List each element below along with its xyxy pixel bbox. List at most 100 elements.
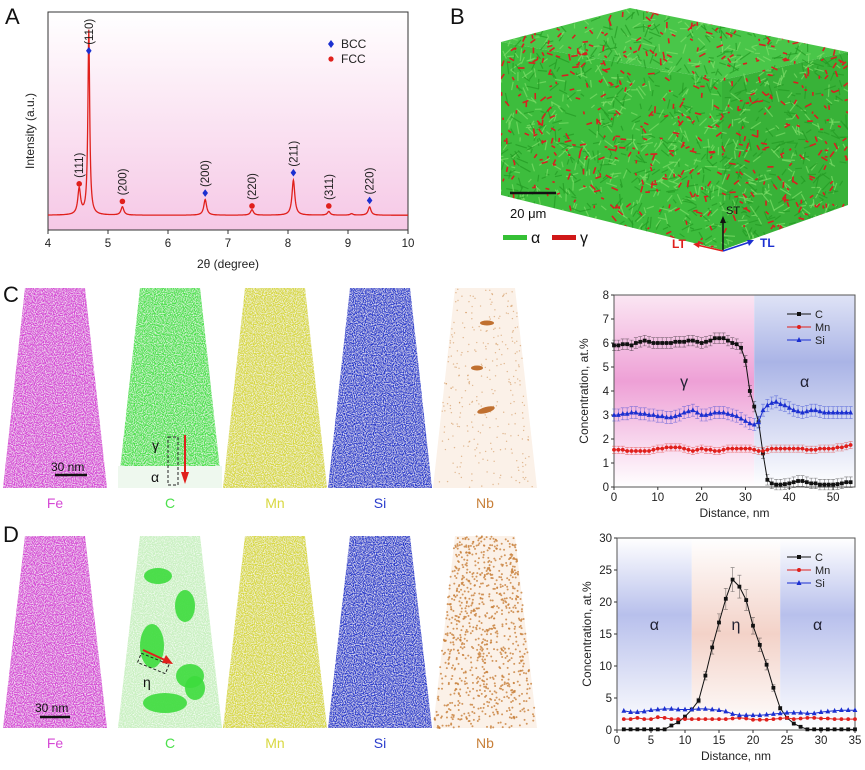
nb-atom (464, 677, 467, 680)
data-point (717, 620, 721, 625)
nb-atom (449, 407, 452, 410)
alpha-lath (508, 170, 512, 179)
nb-atom (490, 706, 493, 709)
alpha-lath (644, 216, 650, 230)
alpha-lath (721, 131, 727, 134)
alpha-lath (814, 241, 819, 250)
gamma-grain (562, 20, 565, 25)
alpha-lath (504, 20, 510, 31)
nb-atom (525, 679, 528, 682)
nb-atom (494, 309, 496, 311)
alpha-lath (594, 228, 608, 232)
nb-atom (471, 725, 474, 728)
nb-atom (499, 477, 501, 479)
gamma-grain (785, 123, 791, 126)
nb-atom (500, 573, 503, 576)
gamma-grain (619, 146, 626, 149)
alpha-lath (723, 55, 737, 61)
alpha-lath (663, 17, 670, 22)
gamma-grain (804, 103, 812, 108)
gamma-grain (738, 171, 744, 176)
alpha-lath (499, 254, 500, 261)
alpha-lath (815, 10, 824, 16)
alpha-lath (596, 233, 600, 239)
gamma-grain (577, 51, 582, 56)
x-tick-label: 25 (781, 735, 794, 747)
gamma-grain (635, 236, 638, 240)
data-point (696, 717, 701, 722)
alpha-lath (516, 121, 520, 135)
nb-atom (448, 618, 451, 621)
data-point (638, 449, 643, 453)
alpha-lath (693, 158, 698, 165)
alpha-lath (636, 57, 642, 65)
nb-atom (495, 708, 498, 711)
alpha-lath (822, 221, 830, 224)
gamma-grain (697, 240, 704, 245)
nb-atom (476, 399, 478, 402)
data-point (751, 623, 755, 628)
phase-label-eta: η (143, 674, 151, 690)
alpha-lath (511, 184, 515, 193)
nb-atom (515, 360, 517, 362)
nb-atom (459, 416, 461, 418)
gamma-grain (804, 27, 810, 31)
nb-atom (444, 661, 447, 664)
gamma-grain (557, 218, 561, 222)
data-point (756, 419, 761, 425)
alpha-lath (661, 168, 669, 174)
alpha-lath (554, 58, 558, 70)
nb-atom (471, 479, 473, 482)
alpha-lath (821, 181, 831, 191)
alpha-lath (510, 128, 515, 136)
nb-atom (519, 655, 522, 658)
nb-atom (475, 677, 478, 680)
data-point (673, 445, 678, 450)
apt-tip-fe (3, 288, 107, 488)
alpha-lath (769, 12, 775, 16)
alpha-lath (683, 64, 690, 74)
alpha-lath (536, 124, 543, 131)
alpha-lath (730, 97, 741, 102)
nb-atom (503, 634, 506, 637)
alpha-lath (676, 194, 683, 205)
nb-atom (511, 340, 514, 342)
gamma-grain (756, 144, 761, 151)
alpha-lath (686, 31, 694, 38)
nb-atom (499, 474, 502, 477)
data-point (811, 710, 817, 716)
nb-atom (482, 342, 485, 344)
alpha-lath (836, 64, 841, 69)
gamma-grain (639, 8, 647, 9)
gamma-grain (680, 169, 685, 176)
x-tick-label: 20 (695, 492, 708, 504)
alpha-lath (631, 232, 640, 242)
alpha-lath (757, 174, 763, 179)
alpha-lath (601, 100, 613, 104)
data-point (739, 446, 743, 451)
gamma-grain (733, 179, 740, 185)
x-tick-label: 9 (345, 238, 351, 250)
data-point (682, 339, 687, 344)
gamma-grain (705, 31, 713, 35)
gamma-grain (692, 23, 696, 27)
alpha-lath (817, 131, 824, 134)
nb-atom (465, 562, 468, 565)
x-tick-label: 0 (611, 492, 617, 504)
x-tick-label: 30 (815, 735, 828, 747)
alpha-lath (710, 79, 712, 87)
nb-atom (506, 585, 509, 588)
alpha-lath (533, 14, 544, 18)
nb-atom (477, 652, 480, 655)
alpha-lath (726, 188, 734, 194)
gamma-grain (742, 193, 748, 199)
alpha-lath (818, 54, 822, 60)
gamma-grain (665, 230, 672, 235)
nb-atom (483, 538, 486, 541)
x-axis-label: 2θ (degree) (197, 257, 259, 271)
nb-atom (520, 608, 523, 611)
data-point (744, 598, 749, 602)
alpha-lath (786, 142, 797, 144)
x-tick-label: 40 (783, 492, 796, 504)
alpha-lath (507, 255, 510, 260)
